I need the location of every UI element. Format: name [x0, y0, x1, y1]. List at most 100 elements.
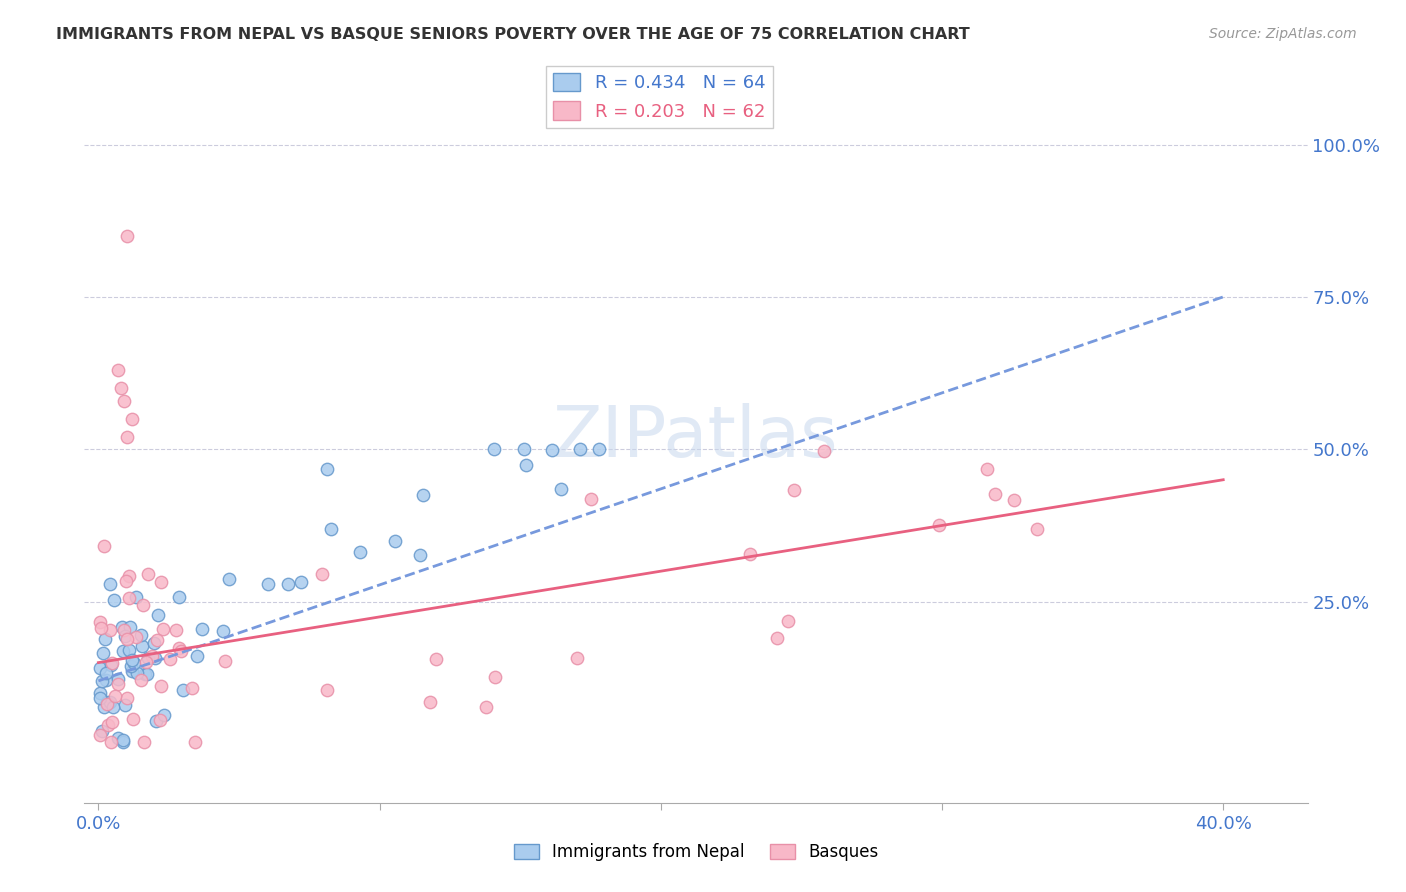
Point [111, 620, 134, 634]
Point [131, 639, 153, 653]
Point [115, 229, 138, 244]
Point [89, 728, 111, 742]
Point [316, 682, 339, 697]
Point [93, 632, 115, 647]
Point [93, 539, 115, 553]
Point [211, 624, 233, 638]
Point [115, 691, 138, 706]
Point [349, 545, 371, 559]
Point [104, 689, 127, 703]
Point [118, 642, 141, 657]
Point [121, 412, 143, 426]
Point [143, 651, 166, 665]
Point [181, 681, 204, 696]
Point [96, 695, 118, 709]
Point [89, 615, 111, 630]
Point [114, 698, 136, 712]
Point [419, 695, 441, 709]
Point [218, 572, 240, 586]
Point [132, 735, 155, 749]
Point [409, 548, 432, 562]
Point [169, 644, 191, 658]
Point [541, 442, 564, 457]
Point [146, 633, 169, 648]
Point [150, 574, 173, 589]
Point [122, 657, 145, 671]
Point [482, 442, 505, 457]
Point [550, 483, 572, 497]
Point [117, 632, 139, 646]
Point [94, 665, 117, 680]
Point [568, 442, 591, 457]
Point [983, 487, 1005, 501]
Point [588, 442, 610, 457]
Point [110, 381, 132, 395]
Point [118, 569, 141, 583]
Point [277, 576, 299, 591]
Text: IMMIGRANTS FROM NEPAL VS BASQUE SENIORS POVERTY OVER THE AGE OF 75 CORRELATION C: IMMIGRANTS FROM NEPAL VS BASQUE SENIORS … [56, 27, 970, 42]
Point [581, 492, 603, 507]
Text: Source: ZipAtlas.com: Source: ZipAtlas.com [1209, 27, 1357, 41]
Point [90, 724, 112, 739]
Point [101, 715, 124, 730]
Point [214, 654, 236, 668]
Point [134, 667, 156, 681]
Point [89, 661, 111, 675]
Point [132, 598, 155, 612]
Point [100, 695, 122, 709]
Point [167, 640, 190, 655]
Point [111, 735, 134, 749]
Point [186, 649, 208, 664]
Point [94, 673, 117, 687]
Point [127, 665, 149, 680]
Point [412, 488, 434, 502]
Point [783, 483, 806, 498]
Point [103, 592, 125, 607]
Point [100, 657, 122, 672]
Point [167, 590, 190, 604]
Point [149, 713, 172, 727]
Point [107, 672, 129, 686]
Point [100, 656, 122, 670]
Point [101, 699, 124, 714]
Point [146, 608, 169, 623]
Point [153, 708, 176, 723]
Point [122, 712, 145, 726]
Point [112, 393, 135, 408]
Point [1026, 522, 1049, 536]
Point [98, 623, 121, 637]
Point [384, 534, 406, 549]
Text: ZIPatlas: ZIPatlas [553, 402, 839, 472]
Point [93, 700, 115, 714]
Point [90, 622, 112, 636]
Point [152, 622, 174, 636]
Point [311, 567, 333, 582]
Point [90, 674, 112, 689]
Point [976, 462, 998, 476]
Point [142, 636, 165, 650]
Point [107, 363, 129, 377]
Point [111, 644, 134, 658]
Point [129, 628, 152, 642]
Point [316, 462, 339, 476]
Point [256, 577, 278, 591]
Point [112, 733, 135, 747]
Point [114, 623, 136, 637]
Point [513, 442, 536, 457]
Point [766, 632, 789, 646]
Legend: Immigrants from Nepal, Basques: Immigrants from Nepal, Basques [508, 837, 884, 868]
Point [115, 430, 138, 444]
Point [120, 658, 142, 673]
Point [928, 518, 950, 533]
Point [96, 698, 118, 712]
Point [135, 667, 157, 681]
Point [100, 735, 122, 749]
Point [121, 652, 143, 666]
Point [98, 577, 121, 591]
Point [515, 458, 537, 472]
Point [89, 686, 111, 700]
Point [1002, 493, 1025, 508]
Point [136, 651, 159, 665]
Point [117, 591, 139, 606]
Point [321, 522, 343, 536]
